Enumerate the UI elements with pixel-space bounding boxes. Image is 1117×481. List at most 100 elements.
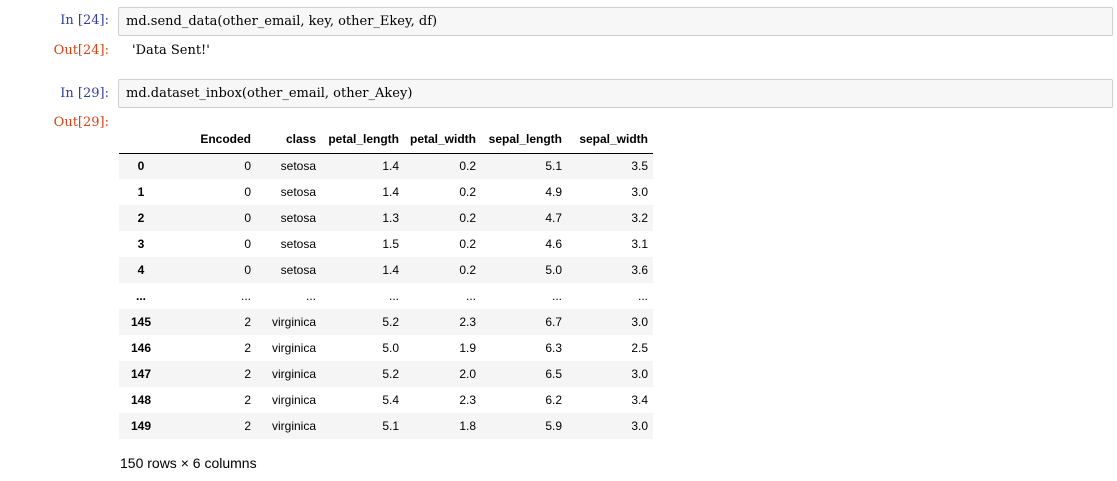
table-cell: 0 — [244, 237, 251, 251]
table-cell: 5.1 — [382, 419, 399, 433]
column-header: sepal_length — [481, 126, 567, 154]
table-cell: 5.0 — [382, 341, 399, 355]
table-cell: 0.2 — [459, 185, 476, 199]
table-cell: virginica — [271, 341, 316, 355]
table-cell: 2 — [244, 315, 251, 329]
table-cell: 3.1 — [631, 237, 648, 251]
table-cell: setosa — [280, 185, 316, 199]
table-cell: ... — [637, 289, 648, 303]
table-cell: 6.7 — [545, 315, 562, 329]
table-cell: 5.2 — [382, 315, 399, 329]
column-header: sepal_width — [567, 126, 653, 154]
table-cell: 5.1 — [545, 159, 562, 174]
table-cell: 1.5 — [382, 237, 399, 251]
table-cell: ... — [240, 289, 251, 303]
table-cell: 2.3 — [459, 315, 476, 329]
table-cell: 0 — [244, 159, 251, 174]
row-index: 2 — [137, 211, 145, 225]
input-prompt: In [24]: — [60, 13, 109, 28]
table-cell: ... — [305, 289, 316, 303]
table-header-row: Encoded class petal_length petal_width s… — [119, 126, 653, 154]
table-cell: 0 — [244, 211, 251, 225]
table-cell: virginica — [271, 315, 316, 329]
table-cell: 1.4 — [382, 263, 399, 277]
dataframe-shape: 150 rows × 6 columns — [120, 455, 257, 471]
column-header: petal_width — [404, 126, 481, 154]
table-cell: 6.2 — [545, 393, 562, 407]
output-prompt: Out[29]: — [53, 115, 109, 130]
table-row: ..................... — [119, 283, 653, 309]
table-cell: 2.3 — [459, 393, 476, 407]
code-text[interactable]: md.send_data(other_email, key, other_Eke… — [126, 14, 438, 29]
table-cell: 5.2 — [382, 367, 399, 381]
table-cell: 4.7 — [545, 211, 562, 225]
table-row: 145 2 virginica 5.2 2.3 6.7 3.0 — [119, 309, 653, 335]
table-row: 148 2 virginica 5.4 2.3 6.2 3.4 — [119, 387, 653, 413]
table-cell: 6.5 — [545, 367, 562, 381]
table-cell: 2.5 — [631, 341, 648, 355]
table-cell: setosa — [280, 159, 316, 174]
table-cell: ... — [551, 289, 562, 303]
table-cell: 2 — [244, 367, 251, 381]
table-cell: 0.2 — [459, 263, 476, 277]
table-cell: 3.5 — [631, 159, 648, 174]
row-index: 1 — [137, 185, 145, 199]
table-cell: virginica — [271, 419, 316, 433]
row-index: 147 — [130, 367, 152, 381]
table-row: 4 0 setosa 1.4 0.2 5.0 3.6 — [119, 257, 653, 283]
table-row: 3 0 setosa 1.5 0.2 4.6 3.1 — [119, 231, 653, 257]
table-cell: ... — [465, 289, 476, 303]
table-cell: 3.0 — [631, 419, 648, 433]
table-cell: 0 — [244, 185, 251, 199]
table-cell: 5.9 — [545, 419, 562, 433]
table-cell: 1.8 — [459, 419, 476, 433]
table-cell: 1.4 — [382, 159, 399, 174]
table-cell: 2.0 — [459, 367, 476, 381]
table-cell: setosa — [280, 211, 316, 225]
table-cell: 1.4 — [382, 185, 399, 199]
table-row: 1 0 setosa 1.4 0.2 4.9 3.0 — [119, 179, 653, 205]
output-prompt: Out[24]: — [53, 43, 109, 58]
table-cell: 4.9 — [545, 185, 562, 199]
table-cell: virginica — [271, 367, 316, 381]
table-cell: 3.0 — [631, 315, 648, 329]
row-index: 149 — [130, 419, 152, 433]
table-cell: ... — [388, 289, 399, 303]
code-input-cell[interactable]: md.dataset_inbox(other_email, other_Akey… — [118, 79, 1113, 108]
table-cell: 0.2 — [459, 237, 476, 251]
dataframe-table: Encoded class petal_length petal_width s… — [119, 126, 653, 439]
code-input-cell[interactable]: md.send_data(other_email, key, other_Eke… — [118, 7, 1113, 36]
table-cell: 0 — [244, 263, 251, 277]
column-header: petal_length — [321, 126, 404, 154]
table-cell: virginica — [271, 393, 316, 407]
table-row: 146 2 virginica 5.0 1.9 6.3 2.5 — [119, 335, 653, 361]
table-cell: 4.6 — [545, 237, 562, 251]
code-text[interactable]: md.dataset_inbox(other_email, other_Akey… — [126, 86, 413, 101]
table-cell: 2 — [244, 341, 251, 355]
output-text: 'Data Sent!' — [132, 43, 210, 58]
table-row: 147 2 virginica 5.2 2.0 6.5 3.0 — [119, 361, 653, 387]
row-index: 148 — [130, 393, 152, 407]
table-cell: 2 — [244, 393, 251, 407]
table-cell: 3.2 — [631, 211, 648, 225]
table-cell: 3.4 — [631, 393, 648, 407]
row-index: 145 — [130, 315, 152, 329]
table-cell: 0.2 — [459, 211, 476, 225]
column-header: Encoded — [163, 126, 256, 154]
row-index: 3 — [137, 237, 145, 251]
table-cell: 5.4 — [382, 393, 399, 407]
row-index: 4 — [137, 263, 145, 277]
column-header: class — [256, 126, 321, 154]
input-prompt: In [29]: — [60, 86, 109, 101]
table-row: 149 2 virginica 5.1 1.8 5.9 3.0 — [119, 413, 653, 439]
row-index: 0 — [137, 159, 145, 174]
table-cell: setosa — [280, 263, 316, 277]
table-cell: 3.0 — [631, 185, 648, 199]
row-index: ... — [135, 289, 146, 303]
table-row: 2 0 setosa 1.3 0.2 4.7 3.2 — [119, 205, 653, 231]
row-index: 146 — [130, 341, 152, 355]
table-cell: 2 — [244, 419, 251, 433]
table-cell: 5.0 — [545, 263, 562, 277]
table-cell: 6.3 — [545, 341, 562, 355]
table-cell: 3.6 — [631, 263, 648, 277]
